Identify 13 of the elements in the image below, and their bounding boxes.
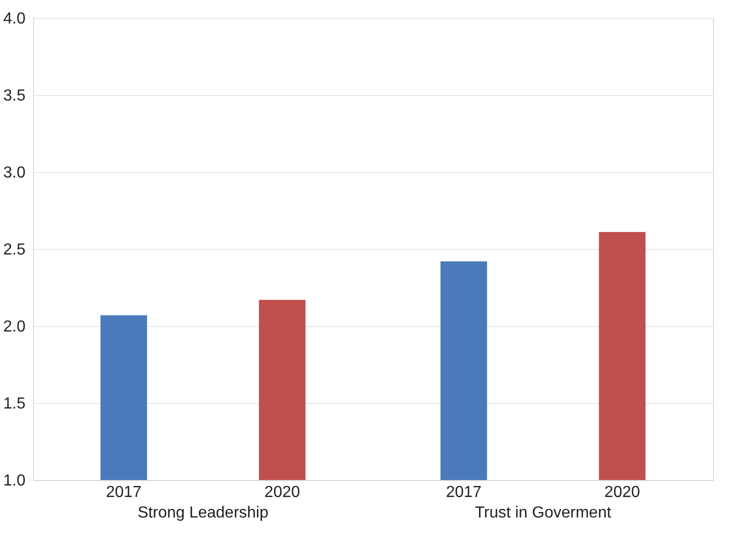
text: 2017 (446, 484, 482, 501)
y-tick-label: 1.5 (3, 396, 26, 412)
y-tick-label: 3.5 (3, 88, 26, 104)
y-tick-label: 2.5 (3, 242, 26, 258)
series-label: 2020 (264, 484, 300, 501)
y-tick-label: 2.0 (3, 318, 26, 336)
series-label: 2017 (106, 484, 142, 501)
text: 2020 (604, 484, 640, 501)
y-tick-label: 4.0 (3, 10, 26, 28)
x-tick-label: Strong Leadership (138, 504, 268, 522)
x-tick-label: Trust in Goverment (474, 504, 612, 522)
y-tick-label: 3.0 (3, 164, 26, 182)
y-tick-label: 1.0 (3, 472, 26, 490)
